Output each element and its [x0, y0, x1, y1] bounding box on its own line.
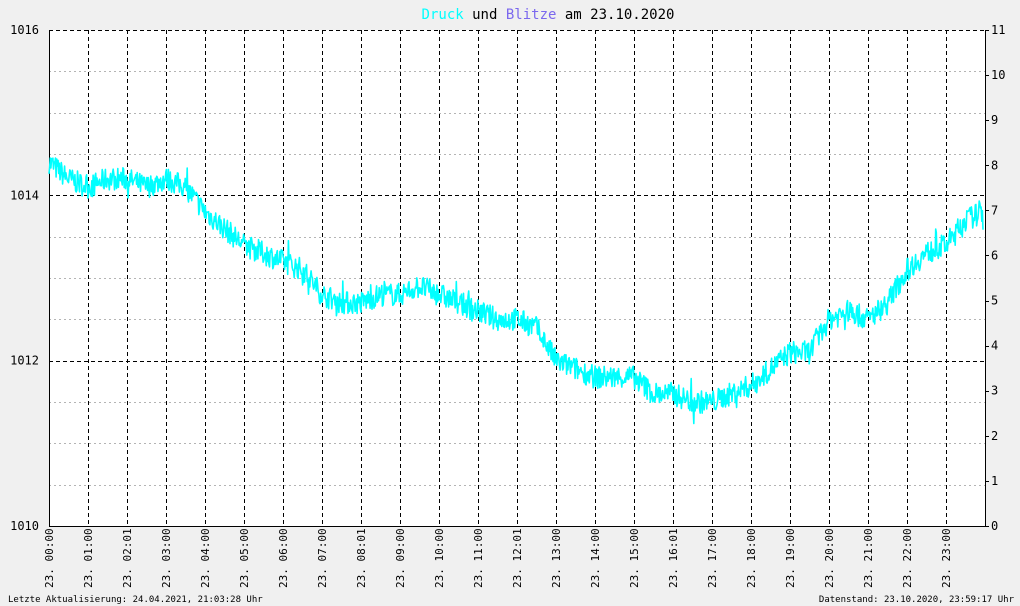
x-tick-label: 23. 15:00	[628, 528, 641, 588]
x-tick-label: 23. 02:01	[121, 528, 134, 588]
x-tick-label: 23. 18:00	[745, 528, 758, 588]
x-tick-label: 23. 11:00	[472, 528, 485, 588]
x-tick-label: 23. 23:00	[940, 528, 953, 588]
x-tick-label: 23. 00:00	[43, 528, 56, 588]
title-part-date: am 23.10.2020	[556, 7, 674, 23]
left-tick-label: 1016	[10, 23, 39, 37]
major-gridlines	[49, 30, 986, 527]
title-part-druck: Druck	[422, 7, 465, 23]
x-tick-label: 23. 07:00	[316, 528, 329, 588]
right-tick-label: 7	[991, 203, 998, 217]
x-tick-label: 23. 16:01	[667, 528, 680, 588]
series-layer	[48, 157, 984, 425]
x-tick-label: 23. 10:00	[433, 528, 446, 588]
right-tick-label: 1	[991, 474, 998, 488]
right-tick-label: 6	[991, 248, 998, 262]
right-tick-label: 5	[991, 294, 998, 308]
x-tick-label: 23. 06:00	[277, 528, 290, 588]
footer-last-update: Letzte Aktualisierung: 24.04.2021, 21:03…	[8, 595, 263, 605]
x-tick-label: 23. 03:00	[160, 528, 173, 588]
chart-title: Druck und Blitze am 23.10.2020	[422, 7, 675, 23]
x-tick-label: 23. 17:00	[706, 528, 719, 588]
x-tick-label: 23. 12:01	[511, 528, 524, 588]
left-tick-label: 1012	[10, 354, 39, 368]
x-tick-label: 23. 04:00	[199, 528, 212, 588]
x-tick-label: 23. 01:00	[82, 528, 95, 588]
right-axis-ticks: 0 1 2 3 4 5 6 7 8 9 10 11	[985, 23, 1005, 533]
druck-series-line	[48, 157, 984, 425]
x-axis-ticks: 23. 00:00 23. 01:00 23. 02:01 23. 03:00 23. …	[43, 528, 953, 588]
left-tick-label: 1014	[10, 188, 39, 202]
title-part-blitze: Blitze	[506, 7, 557, 23]
left-axis-ticks: 1010 1012 1014 1016	[10, 23, 39, 533]
x-tick-label: 23. 21:00	[862, 528, 875, 588]
x-tick-label: 23. 13:00	[550, 528, 563, 588]
right-tick-label: 10	[991, 68, 1005, 82]
x-tick-label: 23. 14:00	[589, 528, 602, 588]
right-tick-label: 4	[991, 339, 998, 353]
x-tick-label: 23. 08:01	[355, 528, 368, 588]
title-part-und: und	[464, 7, 506, 23]
x-tick-label: 23. 19:00	[784, 528, 797, 588]
right-tick-label: 8	[991, 158, 998, 172]
x-tick-label: 23. 20:00	[823, 528, 836, 588]
right-tick-label: 3	[991, 384, 998, 398]
x-tick-label: 23. 05:00	[238, 528, 251, 588]
x-tick-label: 23. 22:00	[901, 528, 914, 588]
right-tick-label: 11	[991, 23, 1005, 37]
footer-data-status: Datenstand: 23.10.2020, 23:59:17 Uhr	[819, 595, 1015, 605]
x-tick-label: 23. 09:00	[394, 528, 407, 588]
right-tick-label: 9	[991, 113, 998, 127]
right-tick-label: 2	[991, 429, 998, 443]
left-tick-label: 1010	[10, 519, 39, 533]
right-tick-label: 0	[991, 519, 998, 533]
